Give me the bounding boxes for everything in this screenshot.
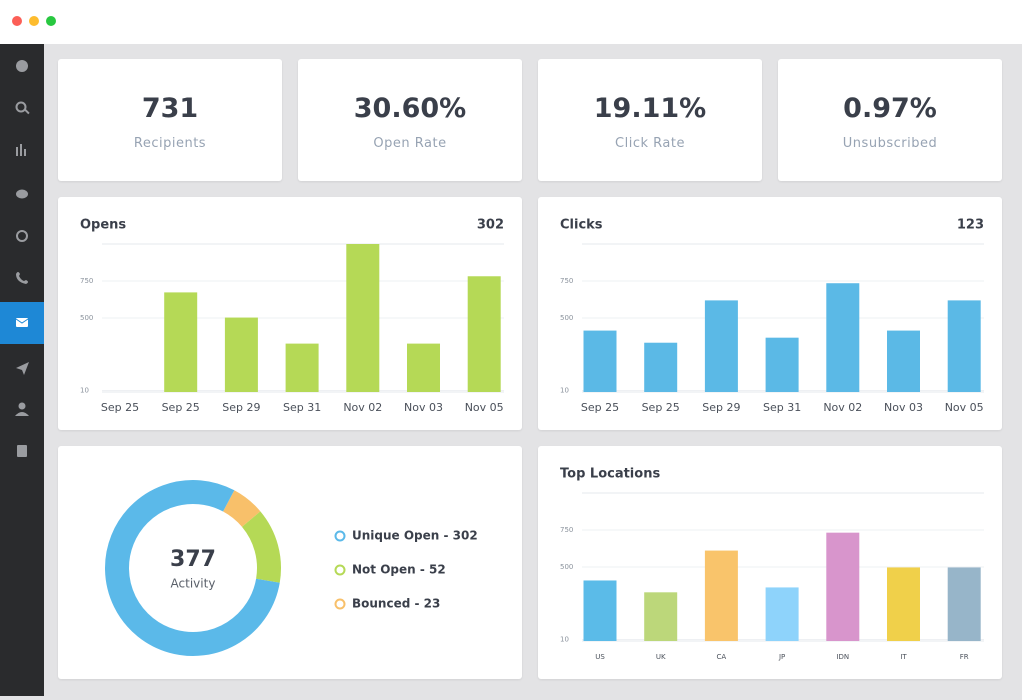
window-controls <box>12 16 56 26</box>
x-tick-label: Nov 03 <box>884 401 923 414</box>
bar <box>887 330 920 392</box>
x-tick-label: Nov 02 <box>343 401 382 414</box>
window-bar <box>0 0 1022 44</box>
legend-marker <box>334 564 346 576</box>
stat-value: 19.11% <box>593 93 707 124</box>
stat-card: 30.60% Open Rate <box>298 59 522 181</box>
chart-title: Opens <box>80 218 126 233</box>
stat-card: 731 Recipients <box>58 59 282 181</box>
legend-label: Bounced - 23 <box>352 597 440 611</box>
bar <box>947 300 981 392</box>
stat-card: 19.11% Click Rate <box>538 59 762 181</box>
y-tick-label: 500 <box>80 314 93 322</box>
y-tick-label: 10 <box>80 387 89 395</box>
chart-card: Opens 302 10 500 750 Sep 25 Sep 25 Sep 29 Sep 31… <box>58 197 522 430</box>
stat-label: Unsubscribed <box>842 136 938 151</box>
x-tick-label: US <box>595 653 605 661</box>
stat-label: Recipients <box>133 136 207 151</box>
y-tick-label: 500 <box>560 563 573 571</box>
bar <box>887 567 920 641</box>
bar <box>765 587 799 641</box>
center-label: Activity <box>171 577 216 591</box>
chart-card: Top Locations 10 500 750 US UK CA JP IDN IT FR <box>538 446 1002 679</box>
y-tick-label: 10 <box>560 387 569 395</box>
bar <box>704 550 738 641</box>
stat-value: 0.97% <box>843 93 937 124</box>
chart-total: 302 <box>477 218 504 233</box>
y-tick-label: 10 <box>560 636 569 644</box>
x-tick-label: Sep 25 <box>162 401 200 414</box>
bar <box>826 532 860 641</box>
bar <box>947 567 981 641</box>
x-tick-label: Sep 31 <box>283 401 321 414</box>
chart-total: 123 <box>957 218 984 233</box>
x-tick-label: Sep 25 <box>581 401 619 414</box>
y-tick-label: 750 <box>80 277 93 285</box>
x-tick-label: Sep 29 <box>702 401 740 414</box>
legend-marker <box>334 598 346 610</box>
stat-label: Open Rate <box>373 136 447 151</box>
bar <box>583 330 617 392</box>
donut-segment <box>222 490 261 528</box>
stat-value: 30.60% <box>353 93 467 124</box>
y-tick-label: 750 <box>560 526 573 534</box>
chart-title: Top Locations <box>560 467 660 482</box>
chart-title: Clicks <box>560 218 603 233</box>
legend-marker <box>334 530 346 542</box>
x-tick-label: Sep 25 <box>642 401 680 414</box>
chart: Opens 302 10 500 750 Sep 25 Sep 25 Sep 29 Sep 31… <box>80 218 504 414</box>
bar <box>644 342 678 392</box>
x-tick-label: JP <box>778 653 785 661</box>
x-tick-label: Nov 05 <box>945 401 984 414</box>
x-tick-label: Sep 25 <box>101 401 139 414</box>
x-tick-label: Nov 05 <box>465 401 504 414</box>
bar <box>285 343 319 392</box>
chart-card: 377 Activity Unique Open - 302 Not Open - 5… <box>58 446 522 679</box>
bar <box>467 276 501 392</box>
bar <box>407 343 440 392</box>
bar <box>765 337 799 392</box>
bar <box>583 580 617 641</box>
bar <box>224 317 258 392</box>
x-tick-label: Nov 03 <box>404 401 443 414</box>
center-value: 377 <box>170 547 216 572</box>
chart: Top Locations 10 500 750 US UK CA JP IDN IT FR <box>560 467 984 661</box>
bar <box>346 244 380 392</box>
bar <box>826 283 860 392</box>
bar <box>164 292 198 392</box>
x-tick-label: IT <box>900 653 907 661</box>
x-tick-label: Sep 29 <box>222 401 260 414</box>
legend-label: Not Open - 52 <box>352 563 446 577</box>
stat-value: 731 <box>141 93 199 124</box>
chart-card: Clicks 123 10 500 750 Sep 25 Sep 25 Sep 29 Sep 3… <box>538 197 1002 430</box>
sidebar-icons <box>0 60 44 457</box>
stat-card: 0.97% Unsubscribed <box>778 59 1002 181</box>
bar <box>704 300 738 392</box>
x-tick-label: UK <box>656 653 666 661</box>
legend-label: Unique Open - 302 <box>352 529 478 543</box>
donut-segment <box>241 511 281 583</box>
stat-label: Click Rate <box>615 136 685 151</box>
donut-segment <box>105 480 280 656</box>
bar <box>644 592 678 641</box>
sidebar <box>0 44 44 696</box>
x-tick-label: FR <box>960 653 969 661</box>
x-tick-label: CA <box>717 653 727 661</box>
x-tick-label: Sep 31 <box>763 401 801 414</box>
y-tick-label: 750 <box>560 277 573 285</box>
x-tick-label: IDN <box>836 653 849 661</box>
chart: Clicks 123 10 500 750 Sep 25 Sep 25 Sep 29 Sep 3… <box>560 218 984 414</box>
y-tick-label: 500 <box>560 314 573 322</box>
x-tick-label: Nov 02 <box>823 401 862 414</box>
chart: 377 Activity Unique Open - 302 Not Open - 5… <box>105 480 478 656</box>
